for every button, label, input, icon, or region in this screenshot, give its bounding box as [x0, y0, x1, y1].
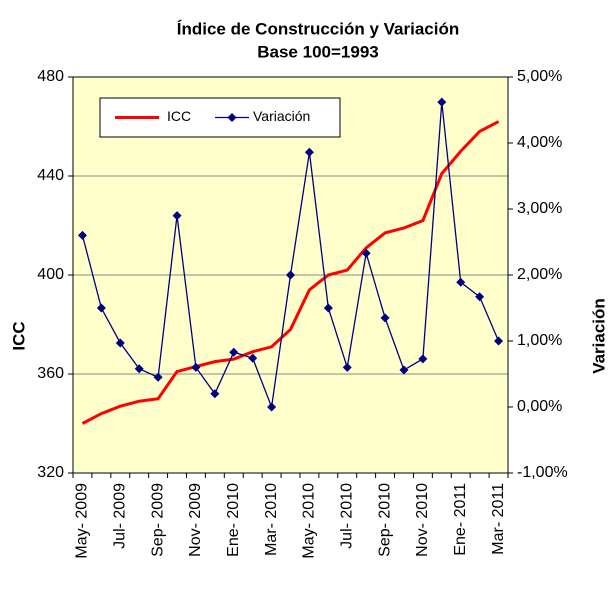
legend-label: ICC	[167, 108, 191, 124]
data-point	[399, 365, 409, 375]
y-tick-label: 440	[37, 167, 64, 184]
y2-tick-label: 5,00%	[517, 68, 562, 85]
data-point	[380, 313, 390, 323]
chart-title: Índice de Construcción y Variación	[177, 19, 459, 38]
data-point	[96, 303, 106, 313]
data-point	[77, 230, 87, 240]
y-tick-label: 320	[37, 464, 64, 481]
y2-tick-label: 0,00%	[517, 398, 562, 415]
data-point	[304, 147, 314, 157]
data-point	[267, 402, 277, 412]
data-point	[248, 353, 258, 363]
y-tick-label: 480	[37, 68, 64, 85]
data-point	[361, 248, 371, 258]
y-tick-label: 360	[37, 365, 64, 382]
x-tick-label: May- 2009	[74, 483, 91, 559]
y2-axis-title: Variación	[589, 298, 608, 374]
data-point	[229, 347, 239, 357]
x-tick-label: Sep- 2009	[149, 483, 166, 557]
y-axis-title: ICC	[9, 321, 28, 350]
data-point	[210, 389, 220, 399]
x-tick-label: Mar- 2011	[490, 483, 507, 555]
data-point	[115, 338, 125, 348]
y2-tick-label: -1,00%	[517, 464, 568, 481]
x-tick-label: May- 2010	[301, 483, 318, 559]
x-tick-label: Nov- 2009	[187, 483, 204, 557]
series-line	[81, 120, 500, 425]
y2-tick-label: 1,00%	[517, 332, 562, 349]
y2-tick-label: 2,00%	[517, 266, 562, 283]
data-point	[494, 336, 504, 346]
data-point	[286, 270, 295, 280]
legend-label: Variación	[253, 108, 310, 124]
y-tick-label: 400	[37, 266, 64, 283]
x-tick-label: Ene- 2011	[452, 483, 469, 556]
x-tick-label: Jul- 2010	[338, 483, 355, 549]
x-tick-label: Ene- 2010	[225, 483, 242, 557]
data-point	[323, 303, 333, 313]
data-point	[172, 211, 182, 221]
data-point	[153, 372, 163, 382]
plot-border	[72, 76, 509, 474]
data-point	[191, 362, 201, 372]
data-point	[475, 292, 485, 302]
data-point	[342, 362, 352, 372]
chart-subtitle: Base 100=1993	[257, 42, 378, 61]
y2-tick-label: 3,00%	[517, 200, 562, 217]
data-point	[437, 97, 447, 107]
x-tick-label: Nov- 2010	[414, 483, 431, 557]
data-point	[456, 277, 466, 287]
x-tick-label: Sep- 2010	[376, 483, 393, 557]
data-point	[134, 364, 144, 374]
legend-marker	[227, 113, 237, 122]
y2-tick-label: 4,00%	[517, 134, 562, 151]
x-tick-label: Mar- 2010	[263, 483, 280, 556]
x-tick-label: Jul- 2009	[112, 483, 129, 549]
data-point	[418, 354, 428, 364]
